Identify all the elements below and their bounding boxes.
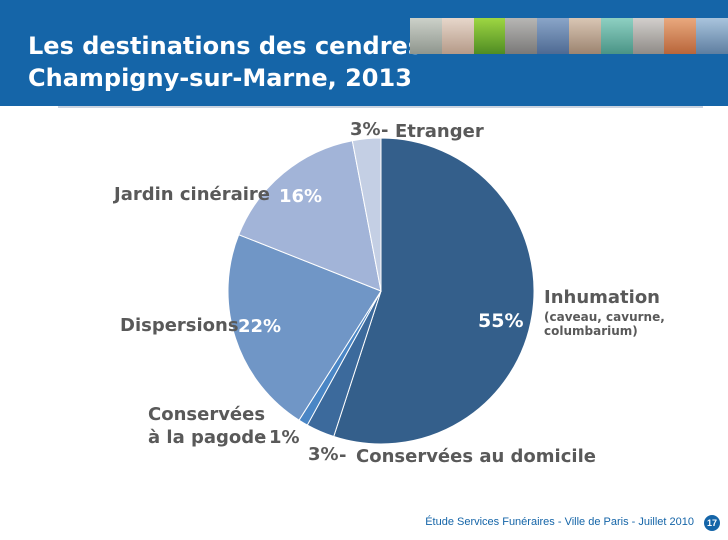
page-title: Les destinations des cendres Champigny-s… xyxy=(28,30,422,94)
header-photo-strip xyxy=(410,18,728,54)
pct-etranger-dash: - xyxy=(381,120,388,141)
pct-dispersions: 22% xyxy=(238,316,281,337)
label-pagode-line-2: à la pagode xyxy=(148,427,266,448)
label-inhumation-detail-1: (caveau, cavurne, xyxy=(544,310,665,324)
pie-slice-dispersions xyxy=(227,234,382,421)
pct-jardin: 16% xyxy=(279,186,322,207)
header-divider xyxy=(58,106,703,108)
label-etranger: Etranger xyxy=(395,121,484,142)
photo-tile xyxy=(696,18,728,54)
pct-domicile: 3% xyxy=(308,444,339,465)
pie-slice-etranger xyxy=(351,137,382,292)
photo-tile xyxy=(632,18,665,54)
pct-inhumation: 55% xyxy=(478,310,523,332)
label-inhumation: Inhumation xyxy=(544,287,660,308)
pct-pagode-dash: - xyxy=(258,427,265,448)
title-line-2: Champigny-sur-Marne, 2013 xyxy=(28,64,412,92)
title-line-1: Les destinations des cendres xyxy=(28,32,423,60)
label-domicile: Conservées au domicile xyxy=(356,446,596,467)
photo-tile xyxy=(441,18,474,54)
pie-slices xyxy=(227,137,535,445)
page-number-badge: 17 xyxy=(704,515,720,531)
photo-tile xyxy=(600,18,633,54)
photo-tile xyxy=(473,18,506,54)
photo-tile xyxy=(410,18,442,54)
photo-tile xyxy=(568,18,601,54)
footer-text: Étude Services Funéraires - Ville de Par… xyxy=(425,516,694,528)
pct-pagode: 1% xyxy=(269,427,300,448)
label-dispersions: Dispersions xyxy=(120,315,239,336)
label-pagode-line-1: Conservées xyxy=(148,404,265,425)
header-banner: Les destinations des cendres Champigny-s… xyxy=(0,0,728,106)
label-inhumation-detail-2: columbarium) xyxy=(544,324,638,338)
pct-domicile-dash: - xyxy=(339,445,346,466)
photo-tile xyxy=(505,18,538,54)
pie-slice-inhumation xyxy=(333,137,535,445)
pie-slice-jardin-cinéraire xyxy=(238,140,382,292)
label-jardin: Jardin cinéraire xyxy=(112,184,270,205)
photo-tile xyxy=(664,18,697,54)
photo-tile xyxy=(537,18,569,54)
pct-etranger: 3% xyxy=(350,119,381,140)
